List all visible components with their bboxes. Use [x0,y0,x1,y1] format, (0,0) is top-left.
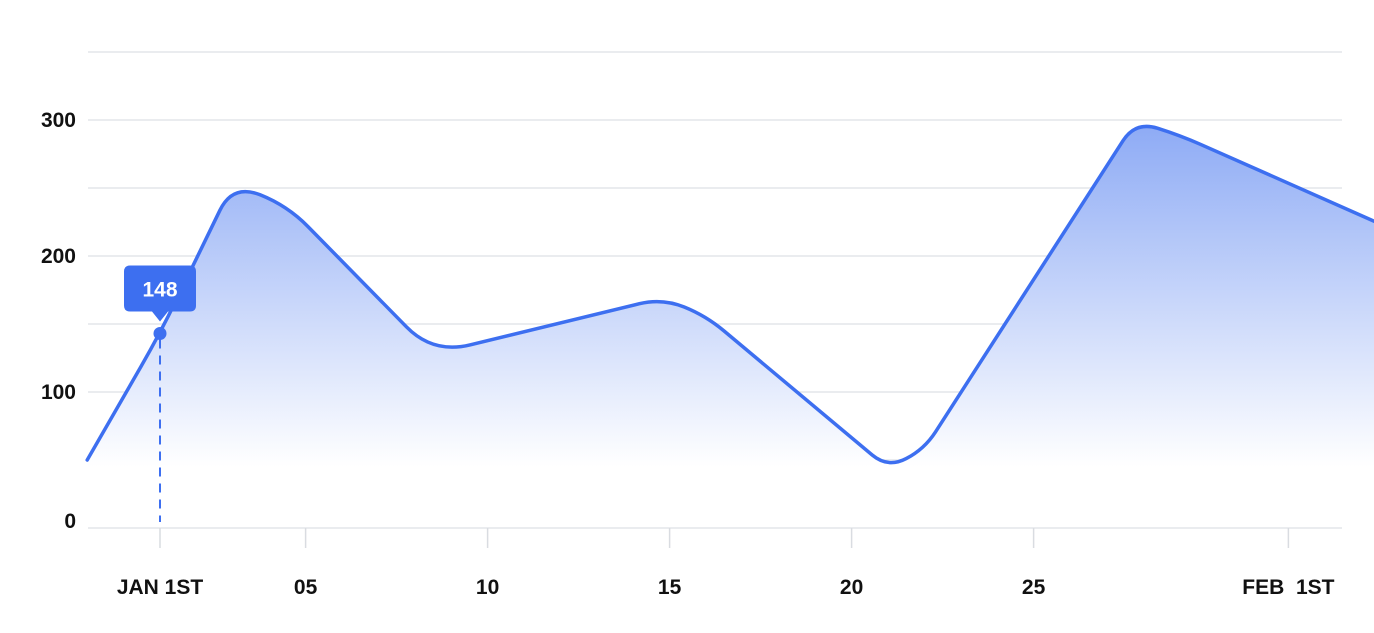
y-tick-label: 300 [41,109,76,132]
y-tick-label: 200 [41,245,76,268]
x-tick-label: 05 [294,576,318,599]
x-axis-labels: JAN 1ST 05 10 15 20 25 FEB 1ST [117,576,1335,599]
value-tooltip: 148 [124,265,196,322]
y-tick-label: 0 [64,510,76,533]
x-tick-label: FEB 1ST [1242,576,1334,599]
tooltip-background [124,265,196,322]
y-tick-label: 100 [41,381,76,404]
x-tick-label: 20 [840,576,863,599]
x-axis-ticks [159,528,1290,548]
x-tick-label: 25 [1022,576,1046,599]
x-tick-label: 15 [658,576,682,599]
x-tick-label: 10 [476,576,499,599]
marker-point[interactable] [153,327,167,341]
series-line [85,124,1374,465]
tooltip-value: 148 [142,279,177,302]
series-area-fill [87,126,1374,467]
y-axis-labels: 0 100 200 300 [41,109,76,533]
x-tick-label: JAN 1ST [117,576,204,599]
